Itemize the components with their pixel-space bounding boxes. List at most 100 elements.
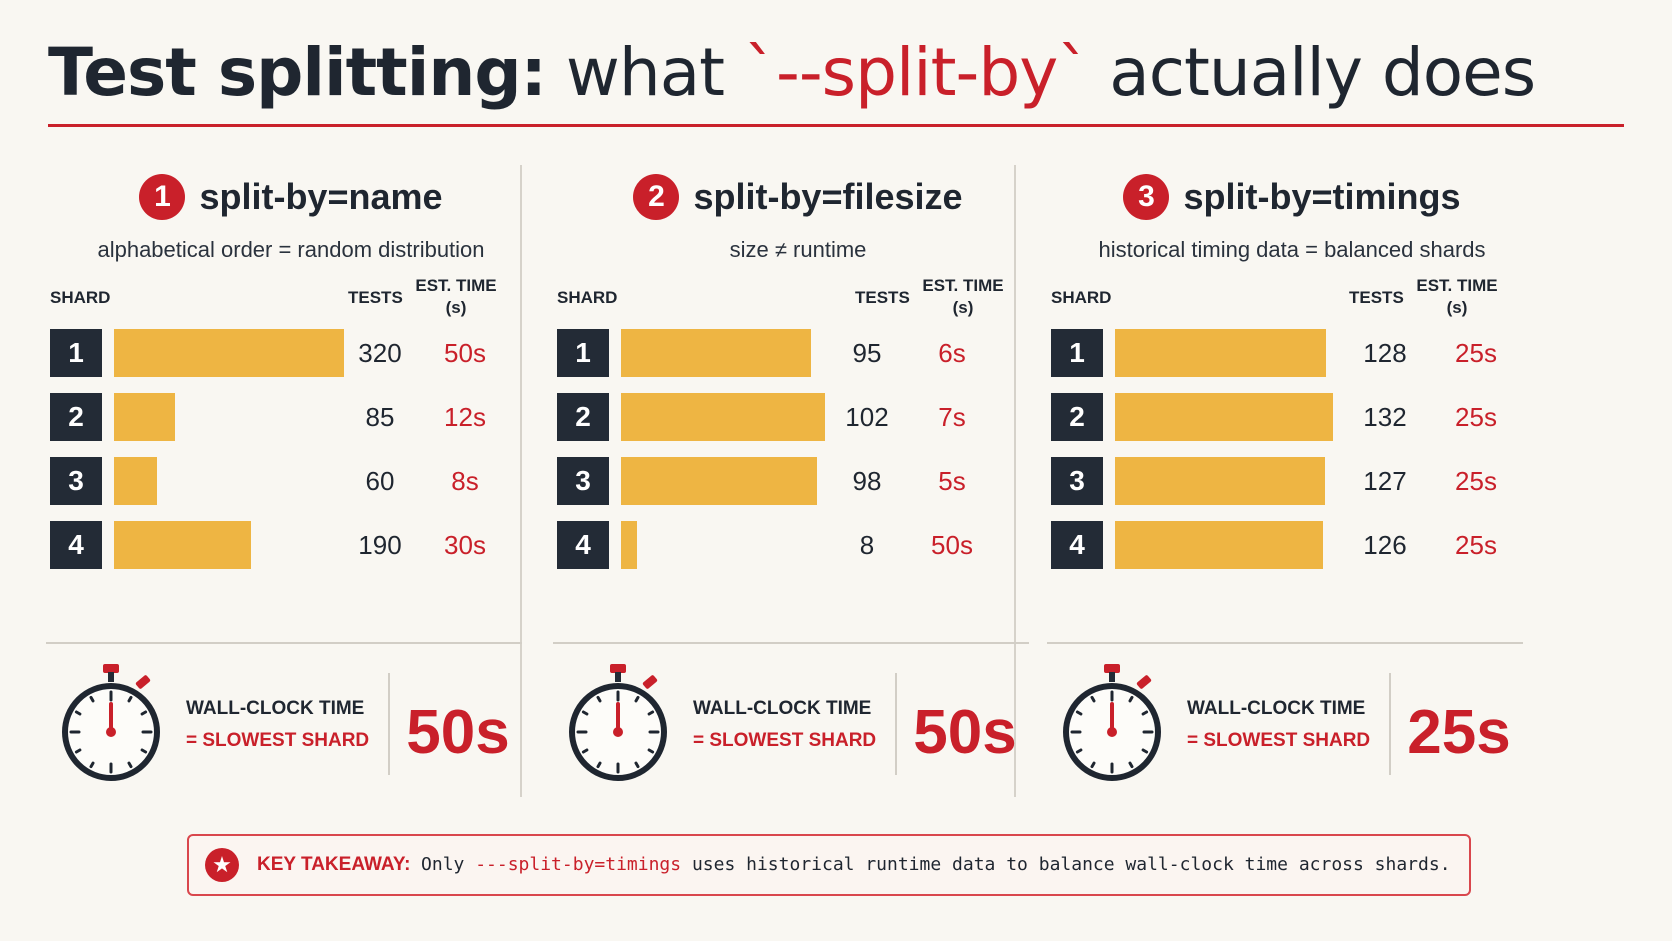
- est-time-value: 12s: [444, 402, 486, 432]
- wall-clock-separator: [895, 673, 897, 775]
- strategy-panel: 3 split-by=timings historical timing data…: [1047, 165, 1537, 805]
- takeaway-code: ---split-by=timings: [475, 854, 682, 875]
- wall-clock-separator: [388, 673, 390, 775]
- panel-header: 3 split-by=timings: [1047, 174, 1537, 224]
- tests-bar: [114, 457, 157, 505]
- shard-row: 4 8 50s: [557, 521, 1043, 569]
- shard-row: 2 85 12s: [50, 393, 536, 441]
- tests-count: 190: [358, 530, 402, 560]
- title-part-2: what: [545, 34, 745, 111]
- column-header-shard: SHARD: [557, 288, 618, 307]
- shard-number: 1: [557, 329, 609, 377]
- est-time-value: 50s: [931, 530, 973, 560]
- panel-number-badge: 2: [633, 174, 680, 220]
- panel-header: 1 split-by=name: [46, 174, 536, 224]
- key-takeaway-box: ★ KEY TAKEAWAY: Only ---split-by=timings…: [187, 834, 1471, 896]
- panel-header: 2 split-by=filesize: [553, 174, 1043, 224]
- shard-row: 3 98 5s: [557, 457, 1043, 505]
- panel-subtitle: size ≠ runtime: [729, 237, 867, 262]
- title-part-1: Test splitting:: [48, 34, 547, 111]
- shard-number: 1: [1051, 329, 1103, 377]
- column-header-shard: SHARD: [50, 288, 111, 307]
- column-header-est-time-line2: (s): [445, 298, 467, 317]
- section-separator: [553, 642, 1029, 644]
- stopwatch-icon: [569, 664, 667, 781]
- tests-bar: [1115, 521, 1323, 569]
- section-separator: [46, 642, 522, 644]
- panel-divider: [1014, 165, 1016, 797]
- tests-count: 128: [1363, 338, 1407, 368]
- tests-bar: [1115, 457, 1325, 505]
- tests-bar: [621, 521, 637, 569]
- tests-count: 85: [365, 402, 395, 432]
- section-separator: [1047, 642, 1523, 644]
- wall-clock-label-line2: = SLOWEST SHARD: [1187, 730, 1371, 751]
- est-time-value: 25s: [1455, 466, 1497, 496]
- takeaway-label: KEY TAKEAWAY:: [257, 854, 411, 875]
- panel-title: split-by=filesize: [693, 176, 963, 217]
- column-header-est-time: EST. TIME (s): [1402, 275, 1512, 319]
- shard-number: 2: [557, 393, 609, 441]
- shard-row: 4 190 30s: [50, 521, 536, 569]
- panel-divider: [520, 165, 522, 797]
- column-header-est-time-line2: (s): [952, 298, 974, 317]
- wall-clock-value: 50s: [913, 698, 1017, 767]
- stopwatch-icon: [1063, 664, 1161, 781]
- panel-number-badge: 1: [139, 174, 186, 220]
- shard-number: 2: [1051, 393, 1103, 441]
- tests-count: 132: [1363, 402, 1407, 432]
- shard-number: 3: [50, 457, 102, 505]
- shard-row: 1 95 6s: [557, 329, 1043, 377]
- shard-row: 2 132 25s: [1051, 393, 1537, 441]
- shard-number: 1: [50, 329, 102, 377]
- title-rule: [48, 124, 1624, 127]
- tests-bar: [1115, 393, 1333, 441]
- wall-clock-value: 25s: [1407, 698, 1511, 767]
- wall-clock-label-line2: = SLOWEST SHARD: [693, 730, 877, 751]
- est-time-value: 25s: [1455, 530, 1497, 560]
- strategy-panel: 1 split-by=name alphabetical order = rand…: [46, 165, 536, 805]
- tests-bar: [621, 329, 811, 377]
- wall-clock-label-line2: = SLOWEST SHARD: [186, 730, 370, 751]
- panel-number-badge: 3: [1123, 174, 1170, 220]
- shard-number: 4: [50, 521, 102, 569]
- panel-subtitle: alphabetical order = random distribution: [97, 237, 485, 262]
- shard-number: 2: [50, 393, 102, 441]
- est-time-value: 50s: [444, 338, 486, 368]
- column-header-est-time-line1: EST. TIME: [922, 276, 1004, 295]
- strategy-panel: 2 split-by=filesize size ≠ runtime SHARD …: [553, 165, 1043, 805]
- panel-title: split-by=name: [199, 176, 443, 217]
- title-part-3: `--split-by`: [744, 34, 1090, 111]
- takeaway-pre: Only: [421, 854, 476, 875]
- wall-clock-value: 50s: [406, 698, 510, 767]
- column-header-shard: SHARD: [1051, 288, 1112, 307]
- stopwatch-icon: [62, 664, 160, 781]
- shard-row: 3 60 8s: [50, 457, 536, 505]
- est-time-value: 8s: [451, 466, 479, 496]
- shard-number: 3: [1051, 457, 1103, 505]
- est-time-value: 30s: [444, 530, 486, 560]
- tests-count: 126: [1363, 530, 1407, 560]
- est-time-value: 25s: [1455, 402, 1497, 432]
- takeaway-text: KEY TAKEAWAY: Only ---split-by=timings u…: [257, 836, 1451, 894]
- tests-count: 95: [852, 338, 882, 368]
- takeaway-post: uses historical runtime data to balance …: [681, 854, 1451, 875]
- shard-number: 4: [557, 521, 609, 569]
- column-header-est-time-line1: EST. TIME: [1416, 276, 1498, 295]
- star-icon: ★: [205, 848, 239, 882]
- wall-clock-label-line1: WALL-CLOCK TIME: [693, 698, 872, 719]
- wall-clock-label: WALL-CLOCK TIME = SLOWEST SHARD: [186, 693, 369, 757]
- tests-count: 98: [852, 466, 882, 496]
- shard-row: 4 126 25s: [1051, 521, 1537, 569]
- page-title: Test splitting: what `--split-by` actual…: [48, 28, 1536, 118]
- tests-count: 127: [1363, 466, 1407, 496]
- tests-count: 8: [859, 530, 875, 560]
- est-time-value: 6s: [938, 338, 966, 368]
- shard-row: 1 320 50s: [50, 329, 536, 377]
- column-header-est-time-line1: EST. TIME: [415, 276, 497, 295]
- title-part-4: actually does: [1089, 34, 1536, 111]
- tests-bar: [621, 393, 825, 441]
- tests-bar: [114, 393, 175, 441]
- panel-title: split-by=timings: [1183, 176, 1461, 217]
- wall-clock-separator: [1389, 673, 1391, 775]
